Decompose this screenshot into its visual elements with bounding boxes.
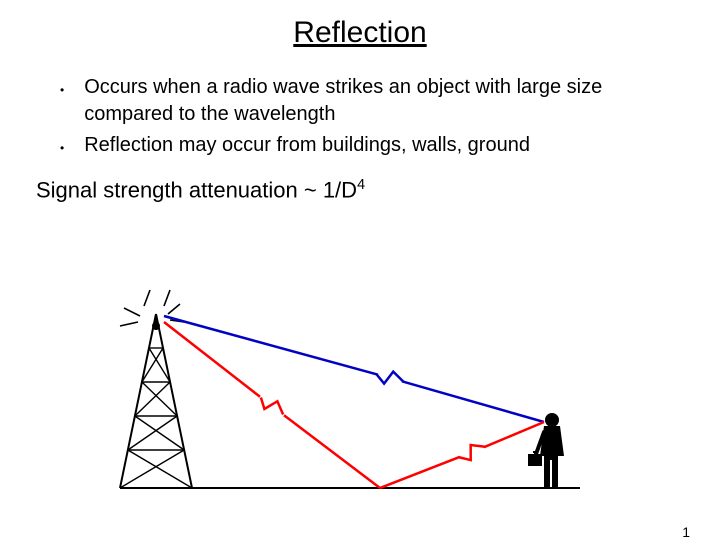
page-number: 1 — [682, 524, 690, 540]
list-item: • Reflection may occur from buildings, w… — [60, 132, 680, 159]
bullet-text: Reflection may occur from buildings, wal… — [84, 132, 680, 159]
attenuation-exponent: 4 — [357, 177, 365, 193]
page-title: Reflection — [0, 16, 720, 50]
bullet-list: • Occurs when a radio wave strikes an ob… — [60, 74, 680, 159]
attenuation-line: Signal strength attenuation ~ 1/D4 — [36, 177, 720, 203]
bullet-icon: • — [60, 82, 64, 98]
attenuation-prefix: Signal strength attenuation ~ 1/D — [36, 177, 357, 202]
reflection-diagram — [90, 286, 610, 516]
list-item: • Occurs when a radio wave strikes an ob… — [60, 74, 680, 128]
bullet-icon: • — [60, 140, 64, 156]
bullet-text: Occurs when a radio wave strikes an obje… — [84, 74, 680, 128]
